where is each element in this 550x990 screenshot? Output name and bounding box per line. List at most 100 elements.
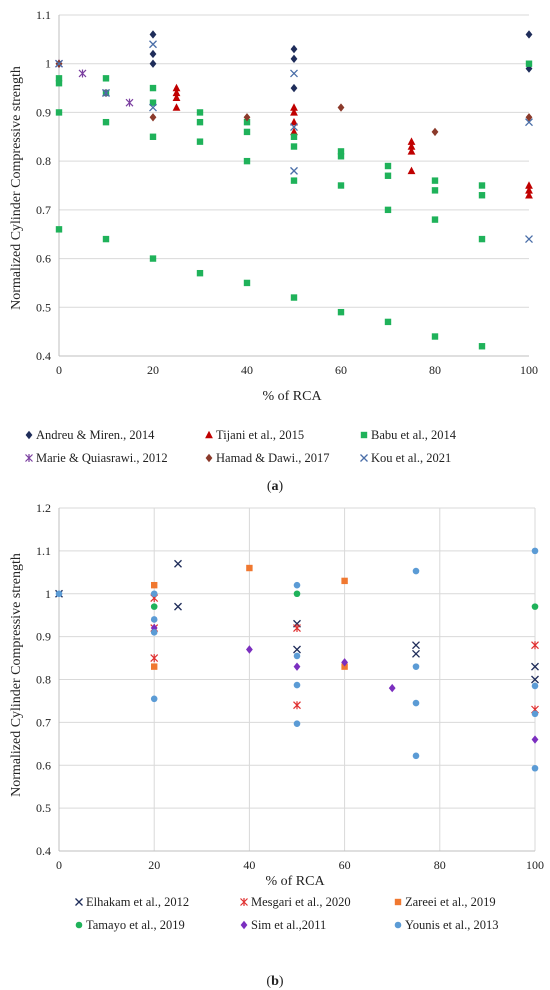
legend-item-elhakam-et-al-2012: Elhakam et al., 2012 <box>75 895 189 909</box>
chart-panel-a: 0.4 0.5 0.6 0.7 0.8 0.9 1 1.1 0 20 40 60 80 100 % of… <box>9 8 538 494</box>
legend-marker <box>394 921 402 929</box>
data-point <box>531 710 539 718</box>
chart-a-y-tick-labels: 0.4 0.5 0.6 0.7 0.8 0.9 1 1.1 <box>36 8 51 363</box>
legend-item-zareei-et-al-2019: Zareei et al., 2019 <box>394 895 496 909</box>
data-point <box>431 177 439 184</box>
series-zareei-et-al-2019 <box>151 564 348 670</box>
data-point <box>290 294 298 301</box>
data-point <box>149 40 157 49</box>
legend-marker <box>75 921 83 929</box>
data-point <box>290 69 298 78</box>
data-point <box>149 255 157 262</box>
legend-marker <box>240 920 248 930</box>
data-point <box>290 54 298 64</box>
data-point <box>78 69 87 78</box>
legend-label: Kou et al., 2021 <box>371 451 451 465</box>
y-tick-label: 0.6 <box>36 758 51 772</box>
data-point <box>172 103 181 111</box>
data-point <box>55 226 63 233</box>
legend-label: Zareei et al., 2019 <box>405 895 496 909</box>
data-point <box>151 663 158 670</box>
data-point <box>102 88 110 97</box>
y-tick-label: 1 <box>45 587 51 601</box>
data-point <box>337 308 345 316</box>
data-point <box>243 279 251 287</box>
data-point <box>525 113 533 122</box>
legend-item-hamad-dawi-2017: Hamad & Dawi., 2017 <box>205 451 330 465</box>
legend-marker <box>240 898 248 906</box>
y-tick-label: 0.6 <box>36 252 51 266</box>
legend-item-tamayo-et-al-2019: Tamayo et al., 2019 <box>75 918 185 932</box>
data-point <box>412 567 420 575</box>
chart-a-x-axis-title: % of RCA <box>262 389 322 404</box>
data-point <box>174 559 182 568</box>
y-tick-label: 1.1 <box>36 544 51 558</box>
data-point <box>337 148 345 155</box>
data-point <box>150 616 158 623</box>
data-point <box>196 118 204 126</box>
data-point <box>196 109 204 116</box>
chart-b-data-marks <box>55 547 539 772</box>
chart-b-y-axis-title: Normalized Cylinder Compressive strength <box>9 553 24 797</box>
legend-label: Tijani et al., 2015 <box>216 428 304 442</box>
y-tick-label: 1.2 <box>36 501 51 515</box>
legend-label: Andreu & Miren., 2014 <box>36 428 155 442</box>
data-point <box>290 123 298 132</box>
chart-a-svg: 0.4 0.5 0.6 0.7 0.8 0.9 1 1.1 0 20 40 60 80 100 % of… <box>9 8 538 494</box>
data-point <box>150 603 158 610</box>
data-point <box>290 103 298 111</box>
data-point <box>149 84 157 92</box>
legend-marker <box>205 453 213 463</box>
x-tick-label: 100 <box>520 363 538 377</box>
chart-a-panel-label: a <box>272 479 279 494</box>
y-tick-label: 0.7 <box>36 715 51 729</box>
legend-label: Marie & Quiasrawi., 2012 <box>36 451 168 465</box>
data-point <box>412 649 420 658</box>
data-point <box>102 75 110 82</box>
series-kou-et-al-2021 <box>55 40 533 244</box>
data-point <box>431 333 439 340</box>
series-younis-et-al-2013 <box>55 547 539 772</box>
legend-label: Elhakam et al., 2012 <box>86 895 189 909</box>
data-point <box>149 99 157 106</box>
data-point <box>246 645 253 654</box>
data-point <box>150 629 158 636</box>
chart-a-legend: Andreu & Miren., 2014 Tijani et al., 2015… <box>25 428 457 465</box>
chart-b-panel-label: b <box>271 974 279 989</box>
series-babu-et-al-2014 <box>55 60 533 350</box>
data-point <box>337 103 345 112</box>
data-point <box>531 682 539 690</box>
x-tick-label: 20 <box>147 363 159 377</box>
y-tick-label: 0.8 <box>36 154 51 168</box>
chart-a-gridlines <box>59 14 529 357</box>
data-point <box>478 192 486 199</box>
data-point <box>341 577 348 585</box>
chart-b-svg: 0.4 0.5 0.6 0.7 0.8 0.9 1 1.1 1.2 0 20 40 60 80 100 %… <box>9 501 544 989</box>
data-point <box>341 663 348 670</box>
chart-b-legend: Elhakam et al., 2012 Mesgari et al., 2020… <box>75 895 499 932</box>
data-point <box>531 603 539 610</box>
y-tick-label: 1 <box>45 57 51 71</box>
data-point <box>290 143 298 150</box>
data-point <box>290 177 298 184</box>
data-point <box>407 142 416 150</box>
x-tick-label: 60 <box>339 858 351 872</box>
legend-label: Tamayo et al., 2019 <box>86 918 185 932</box>
series-tamayo-et-al-2019 <box>150 590 539 610</box>
legend-label: Babu et al., 2014 <box>371 428 457 442</box>
data-point <box>525 190 533 199</box>
data-point <box>407 147 416 155</box>
chart-b-axes <box>58 508 535 852</box>
data-point <box>150 695 158 703</box>
data-point <box>151 581 158 589</box>
data-point <box>55 109 63 116</box>
data-point <box>293 701 301 710</box>
x-tick-label: 0 <box>56 858 62 872</box>
data-point <box>384 172 392 179</box>
data-point <box>246 564 253 572</box>
legend-label: Hamad & Dawi., 2017 <box>216 451 330 465</box>
data-point <box>172 93 181 102</box>
data-point <box>478 343 486 350</box>
legend-item-younis-et-al-2013: Younis et al., 2013 <box>394 918 499 932</box>
y-tick-label: 0.8 <box>36 673 51 687</box>
